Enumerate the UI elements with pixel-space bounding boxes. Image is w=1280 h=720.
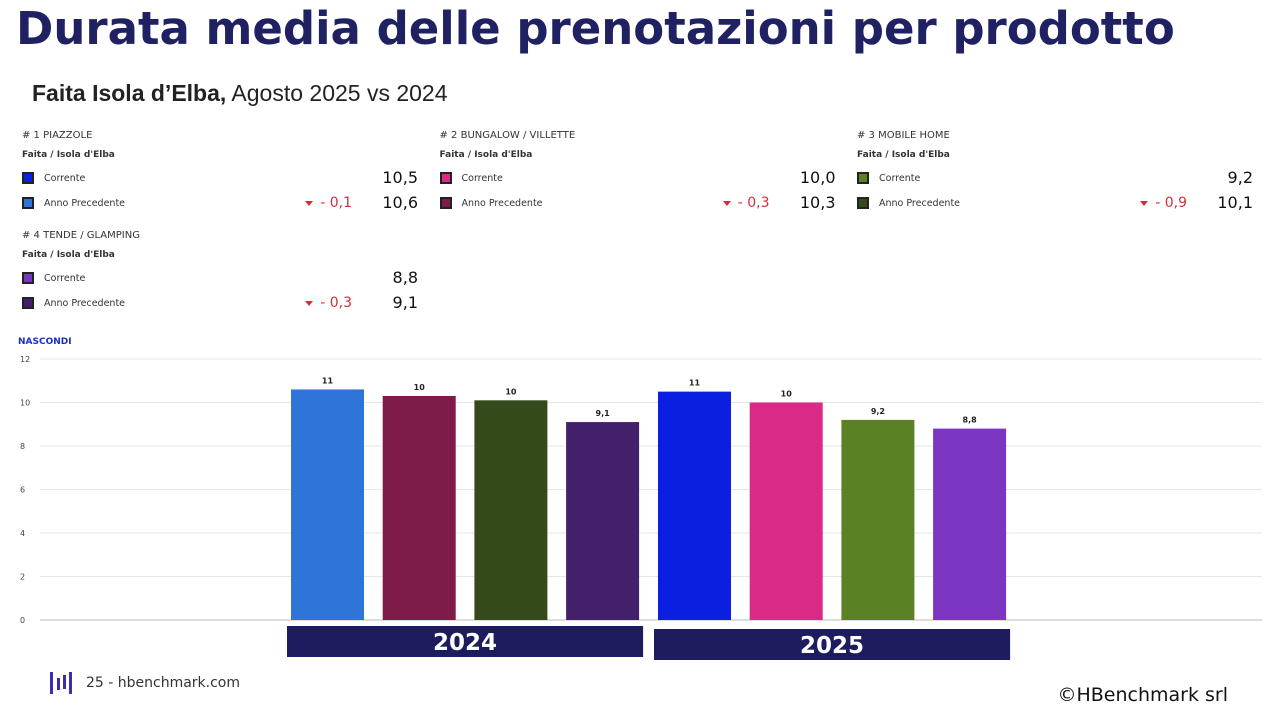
card-title: # 1 PIAZZOLE xyxy=(22,130,93,141)
y-tick-label: 2 xyxy=(20,573,25,582)
row-label: Corrente xyxy=(461,173,503,184)
subtitle: Faita Isola d’Elba, Agosto 2025 vs 2024 xyxy=(32,80,448,107)
bar xyxy=(749,402,823,620)
row-label: Anno Precedente xyxy=(879,198,961,209)
row-label: Corrente xyxy=(44,273,86,284)
subtitle-bold: Faita Isola d’Elba, xyxy=(32,80,227,106)
y-tick-label: 4 xyxy=(20,529,25,538)
card-subtitle: Faita / Isola d'Elba xyxy=(857,150,950,160)
hide-button[interactable]: NASCONDI xyxy=(18,337,72,347)
row-delta: - 0,3 xyxy=(320,295,352,311)
delta-arrow xyxy=(722,201,731,206)
row-delta: - 0,1 xyxy=(320,195,352,211)
swatch xyxy=(857,172,869,184)
swatch xyxy=(22,297,34,309)
bar xyxy=(382,395,456,620)
row-delta: - 0,9 xyxy=(1155,195,1187,211)
row-label: Corrente xyxy=(879,173,921,184)
group-label-box xyxy=(287,626,644,657)
row-value: 10,0 xyxy=(799,168,836,187)
bar xyxy=(841,419,915,620)
y-tick-label: 0 xyxy=(20,616,25,625)
y-tick-label: 10 xyxy=(20,399,30,408)
row-delta: - 0,3 xyxy=(737,195,770,211)
x-tick-label: 2025 xyxy=(800,633,864,659)
data-label: 10 xyxy=(781,390,793,399)
bar xyxy=(658,391,731,620)
card-title: # 2 BUNGALOW / VILLETTE xyxy=(439,130,576,141)
data-label: 11 xyxy=(322,376,334,385)
bar xyxy=(566,422,640,620)
card-subtitle: Faita / Isola d'Elba xyxy=(22,150,115,160)
bar xyxy=(933,428,1007,620)
card-subtitle: Faita / Isola d'Elba xyxy=(439,150,533,160)
delta-arrow xyxy=(305,301,313,306)
swatch xyxy=(22,197,34,209)
data-label: 10 xyxy=(414,383,426,392)
card-title: # 4 TENDE / GLAMPING xyxy=(22,230,140,241)
row-value: 8,8 xyxy=(392,268,418,287)
card-title: # 3 MOBILE HOME xyxy=(857,130,950,141)
row-value: 9,1 xyxy=(392,293,418,312)
swatch xyxy=(22,272,34,284)
y-tick-label: 8 xyxy=(20,442,25,451)
title: Durata media delle prenotazioni per prod… xyxy=(16,2,1175,55)
row-value: 10,3 xyxy=(799,193,836,212)
bar xyxy=(291,389,364,620)
footer-page: 25 - hbenchmark.com xyxy=(86,675,241,691)
row-label: Anno Precedente xyxy=(461,198,543,209)
data-label: 9,1 xyxy=(596,409,611,418)
swatch xyxy=(857,197,869,209)
row-value: 10,1 xyxy=(1217,193,1253,212)
swatch xyxy=(439,172,452,184)
data-label: 10 xyxy=(505,387,517,396)
swatch xyxy=(22,172,34,184)
row-label: Anno Precedente xyxy=(44,298,126,309)
x-tick-label: 2024 xyxy=(433,630,497,656)
subtitle-text: Agosto 2025 vs 2024 xyxy=(231,80,448,106)
data-label: 8,8 xyxy=(963,416,978,425)
bar xyxy=(474,400,548,620)
y-tick-label: 6 xyxy=(20,486,25,495)
copyright: ©HBenchmark srl xyxy=(1057,684,1228,706)
row-value: 10,6 xyxy=(382,193,418,212)
row-label: Anno Precedente xyxy=(44,198,126,209)
row-label: Corrente xyxy=(44,173,86,184)
y-tick-label: 12 xyxy=(20,355,30,364)
delta-arrow xyxy=(305,201,313,206)
data-label: 11 xyxy=(689,379,701,388)
data-label: 9,2 xyxy=(871,407,885,416)
swatch xyxy=(439,197,452,209)
logo xyxy=(50,672,72,694)
card-subtitle: Faita / Isola d'Elba xyxy=(22,250,115,260)
row-value: 10,5 xyxy=(382,168,418,187)
group-label-box xyxy=(654,629,1011,660)
delta-arrow xyxy=(1140,201,1148,206)
row-value: 9,2 xyxy=(1227,168,1253,187)
